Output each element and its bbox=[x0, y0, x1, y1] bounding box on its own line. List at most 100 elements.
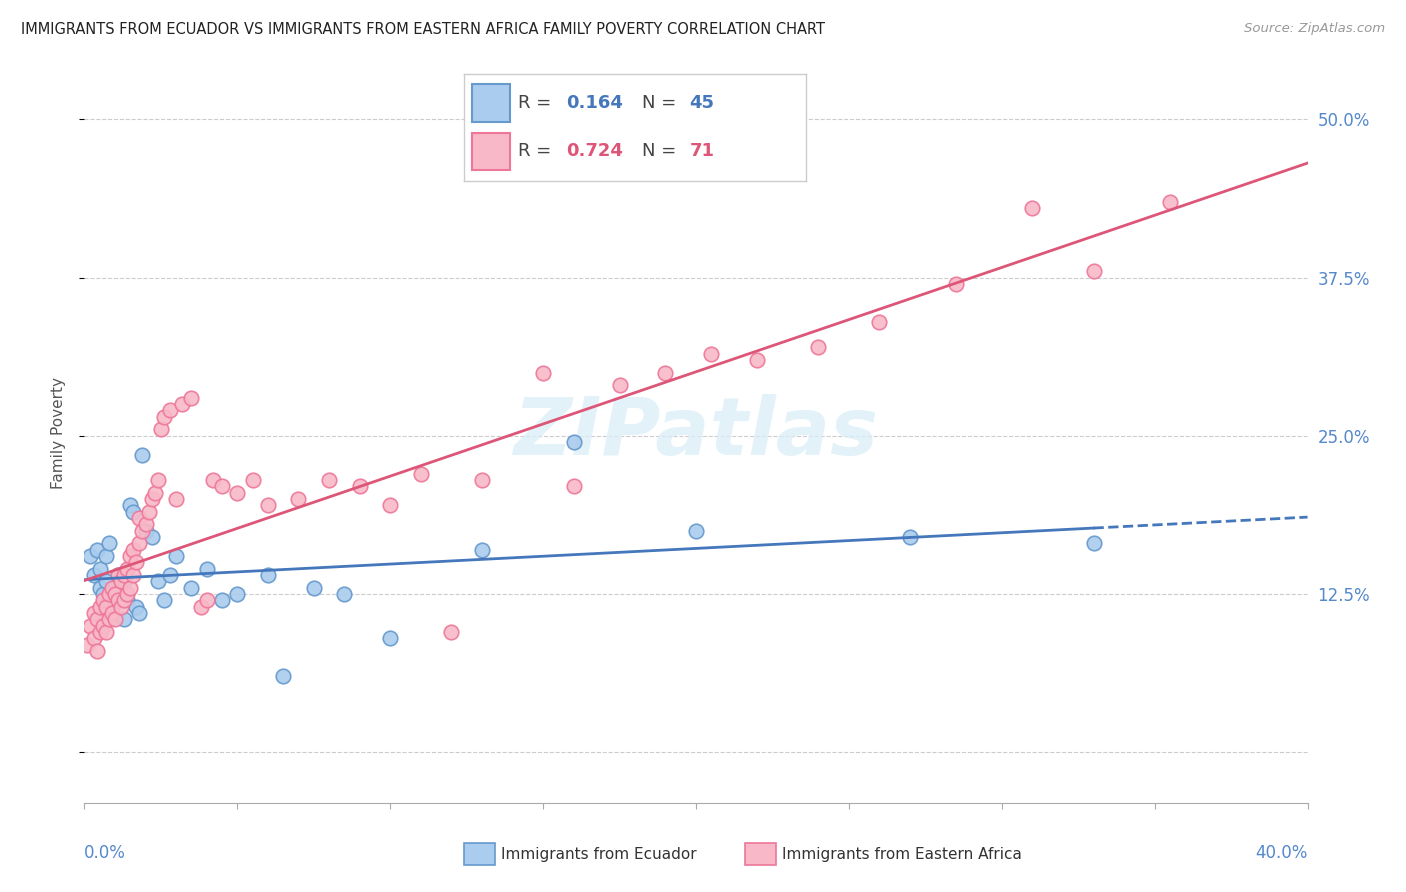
Point bbox=[349, 479, 371, 493]
Point bbox=[146, 473, 169, 487]
Point bbox=[609, 378, 631, 392]
Point bbox=[91, 593, 114, 607]
Y-axis label: Family Poverty: Family Poverty bbox=[51, 376, 66, 489]
Point bbox=[172, 397, 194, 411]
Point bbox=[107, 568, 129, 582]
Point bbox=[107, 593, 129, 607]
Point bbox=[242, 473, 264, 487]
Point bbox=[180, 581, 202, 595]
Point bbox=[115, 587, 138, 601]
Point bbox=[302, 581, 325, 595]
Point bbox=[101, 606, 124, 620]
Point bbox=[141, 491, 163, 506]
Point bbox=[86, 612, 108, 626]
Point bbox=[318, 473, 340, 487]
Point bbox=[1083, 536, 1105, 550]
Point bbox=[409, 467, 432, 481]
Point bbox=[125, 599, 148, 614]
Point bbox=[97, 593, 120, 607]
Point bbox=[83, 632, 105, 646]
Point bbox=[131, 524, 153, 538]
Point bbox=[112, 568, 135, 582]
Point bbox=[120, 499, 142, 513]
Point bbox=[165, 491, 187, 506]
Point bbox=[97, 587, 120, 601]
Point bbox=[143, 485, 166, 500]
Point bbox=[120, 581, 142, 595]
Point bbox=[257, 499, 280, 513]
Point bbox=[195, 562, 218, 576]
Point bbox=[125, 555, 148, 569]
Point bbox=[135, 524, 157, 538]
Point bbox=[654, 366, 676, 380]
Point bbox=[380, 632, 402, 646]
Point bbox=[180, 391, 202, 405]
Point bbox=[226, 485, 249, 500]
Point bbox=[110, 599, 132, 614]
Point bbox=[101, 599, 124, 614]
Point bbox=[159, 403, 181, 417]
Point bbox=[89, 562, 111, 576]
Point bbox=[83, 606, 105, 620]
Point bbox=[562, 479, 585, 493]
Point bbox=[110, 593, 132, 607]
Point bbox=[440, 624, 463, 639]
Point bbox=[190, 599, 212, 614]
Point bbox=[153, 593, 176, 607]
Point bbox=[807, 340, 830, 354]
Point bbox=[380, 499, 402, 513]
Text: 40.0%: 40.0% bbox=[1256, 844, 1308, 862]
Text: Source: ZipAtlas.com: Source: ZipAtlas.com bbox=[1244, 22, 1385, 36]
Text: Immigrants from Ecuador: Immigrants from Ecuador bbox=[501, 847, 696, 862]
Point bbox=[211, 593, 233, 607]
Point bbox=[165, 549, 187, 563]
Point bbox=[122, 568, 145, 582]
Point bbox=[107, 568, 129, 582]
Point bbox=[1021, 201, 1043, 215]
Point bbox=[101, 581, 124, 595]
Point bbox=[107, 587, 129, 601]
Point bbox=[89, 599, 111, 614]
Point bbox=[112, 574, 135, 589]
Point bbox=[128, 536, 150, 550]
Point bbox=[195, 593, 218, 607]
Point bbox=[128, 511, 150, 525]
Point bbox=[471, 473, 494, 487]
Point bbox=[257, 568, 280, 582]
Point bbox=[945, 277, 967, 291]
Point bbox=[104, 587, 127, 601]
Point bbox=[271, 669, 294, 683]
Point bbox=[869, 315, 891, 329]
Point bbox=[685, 524, 707, 538]
Point bbox=[89, 581, 111, 595]
Point bbox=[79, 549, 101, 563]
Point bbox=[94, 574, 117, 589]
Point bbox=[120, 549, 142, 563]
Point bbox=[128, 606, 150, 620]
Point bbox=[112, 612, 135, 626]
Point bbox=[122, 542, 145, 557]
Point bbox=[89, 624, 111, 639]
Point bbox=[110, 574, 132, 589]
Point bbox=[91, 618, 114, 632]
Point bbox=[83, 568, 105, 582]
Point bbox=[153, 409, 176, 424]
Point bbox=[97, 612, 120, 626]
Point bbox=[700, 346, 723, 360]
Point bbox=[76, 638, 98, 652]
Point bbox=[1159, 194, 1181, 209]
Point bbox=[94, 624, 117, 639]
Text: IMMIGRANTS FROM ECUADOR VS IMMIGRANTS FROM EASTERN AFRICA FAMILY POVERTY CORRELA: IMMIGRANTS FROM ECUADOR VS IMMIGRANTS FR… bbox=[21, 22, 825, 37]
Point bbox=[122, 505, 145, 519]
Point bbox=[531, 366, 554, 380]
Point bbox=[562, 435, 585, 450]
Point bbox=[112, 593, 135, 607]
Point bbox=[141, 530, 163, 544]
Point bbox=[86, 644, 108, 658]
Point bbox=[101, 587, 124, 601]
Text: 0.0%: 0.0% bbox=[84, 844, 127, 862]
Point bbox=[115, 562, 138, 576]
Point bbox=[211, 479, 233, 493]
Point bbox=[94, 549, 117, 563]
Point bbox=[104, 593, 127, 607]
